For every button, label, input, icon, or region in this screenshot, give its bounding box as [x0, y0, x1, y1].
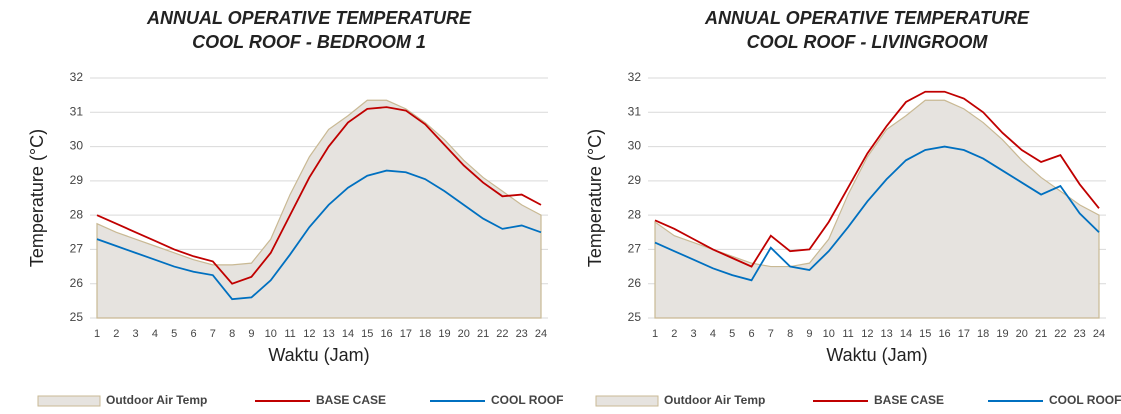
y-tick-label: 28 [628, 207, 642, 221]
chart-title: ANNUAL OPERATIVE TEMPERATURE [146, 8, 472, 28]
x-tick-label: 20 [1016, 328, 1028, 340]
x-tick-label: 10 [265, 328, 277, 340]
y-tick-label: 27 [70, 242, 84, 256]
y-axis-title: Temperature (°C) [585, 129, 605, 267]
x-tick-label: 11 [842, 328, 853, 340]
x-tick-label: 11 [284, 328, 295, 340]
y-tick-label: 32 [628, 70, 642, 84]
x-tick-label: 9 [806, 328, 812, 340]
line [654, 145, 1100, 282]
x-tick-label: 16 [380, 328, 392, 340]
x-tick-label: 3 [691, 328, 697, 340]
y-tick-label: 29 [70, 173, 84, 187]
y-tick-label: 31 [628, 104, 642, 118]
x-tick-label: 15 [919, 328, 931, 340]
x-tick-label: 22 [496, 328, 508, 340]
line [654, 90, 1100, 268]
x-tick-label: 1 [94, 328, 100, 340]
x-tick-label: 1 [652, 328, 658, 340]
x-tick-label: 13 [881, 328, 893, 340]
y-tick-label: 26 [70, 276, 84, 290]
legend-label: Outdoor Air Temp [106, 393, 207, 407]
area [654, 99, 1100, 319]
y-tick-label: 32 [70, 70, 84, 84]
x-tick-label: 16 [938, 328, 950, 340]
legend-swatch [595, 395, 659, 407]
chart-title: COOL ROOF - LIVINGROOM [747, 32, 989, 52]
x-tick-label: 7 [210, 328, 216, 340]
y-tick-label: 26 [628, 276, 642, 290]
x-tick-label: 23 [1074, 328, 1086, 340]
y-tick-label: 27 [628, 242, 642, 256]
x-tick-label: 2 [671, 328, 677, 340]
x-tick-label: 12 [861, 328, 873, 340]
x-tick-label: 12 [303, 328, 315, 340]
x-tick-label: 3 [133, 328, 139, 340]
x-tick-label: 6 [190, 328, 196, 340]
x-tick-label: 19 [996, 328, 1008, 340]
x-axis-title: Waktu (Jam) [268, 345, 369, 365]
legend-label: BASE CASE [874, 393, 944, 407]
x-tick-label: 24 [1093, 328, 1105, 340]
legend-swatch [37, 395, 101, 407]
legend-label: COOL ROOF [491, 393, 563, 407]
line [96, 169, 542, 301]
x-tick-label: 7 [768, 328, 774, 340]
chart-title: ANNUAL OPERATIVE TEMPERATURE [704, 8, 1030, 28]
x-tick-label: 10 [823, 328, 835, 340]
x-tick-label: 20 [458, 328, 470, 340]
line [96, 106, 542, 285]
x-tick-label: 24 [535, 328, 547, 340]
x-tick-label: 8 [787, 328, 793, 340]
x-tick-label: 21 [1035, 328, 1047, 340]
x-tick-label: 9 [248, 328, 254, 340]
x-tick-label: 17 [958, 328, 970, 340]
x-tick-label: 13 [323, 328, 335, 340]
legend-label: BASE CASE [316, 393, 386, 407]
x-tick-label: 8 [229, 328, 235, 340]
x-tick-label: 18 [419, 328, 431, 340]
x-tick-label: 6 [748, 328, 754, 340]
legend-label: COOL ROOF [1049, 393, 1121, 407]
x-tick-label: 4 [710, 328, 716, 340]
x-tick-label: 15 [361, 328, 373, 340]
area [96, 99, 542, 319]
x-tick-label: 21 [477, 328, 489, 340]
x-tick-label: 2 [113, 328, 119, 340]
y-tick-label: 25 [628, 310, 642, 324]
y-tick-label: 30 [70, 139, 84, 153]
x-tick-label: 4 [152, 328, 158, 340]
y-tick-label: 31 [70, 104, 84, 118]
x-tick-label: 18 [977, 328, 989, 340]
x-tick-label: 14 [900, 328, 912, 340]
y-axis-title: Temperature (°C) [27, 129, 47, 267]
y-tick-label: 29 [628, 173, 642, 187]
x-tick-label: 22 [1054, 328, 1066, 340]
y-tick-label: 30 [628, 139, 642, 153]
x-axis-title: Waktu (Jam) [826, 345, 927, 365]
y-tick-label: 28 [70, 207, 84, 221]
x-tick-label: 5 [729, 328, 735, 340]
x-tick-label: 23 [516, 328, 528, 340]
x-tick-label: 5 [171, 328, 177, 340]
y-tick-label: 25 [70, 310, 84, 324]
legend-label: Outdoor Air Temp [664, 393, 765, 407]
x-tick-label: 19 [438, 328, 450, 340]
x-tick-label: 17 [400, 328, 412, 340]
chart-title: COOL ROOF - BEDROOM 1 [192, 32, 426, 52]
x-tick-label: 14 [342, 328, 354, 340]
